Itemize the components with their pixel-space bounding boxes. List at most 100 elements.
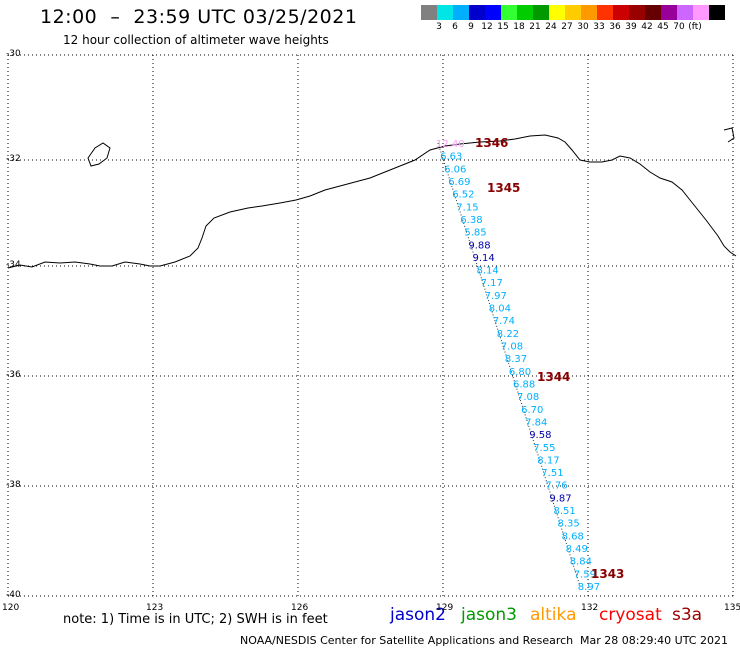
longitude-label: 129 [436,603,454,613]
scale-label: 3 [436,22,442,32]
wave-height-label: 6.52 [452,190,474,201]
scale-label: (ft) [688,22,702,32]
australia-south-coastline [7,134,737,269]
wave-height-label: 8.97 [578,582,600,593]
map-title: 12:00 – 23:59 UTC 03/25/2021 [40,6,358,28]
satellite-name: altika [530,605,577,625]
scale-swatch [437,5,453,20]
scale-label: 30 [577,22,589,32]
scale-swatch [677,5,693,20]
altimeter-track: 12.40 6.636.06 6.69 6.527.15 6.38 5.859.88 9.1… [436,136,624,593]
wave-height-label: 7.59 [574,569,596,580]
track-line [437,142,581,587]
scale-label: 12 [481,22,493,32]
wave-height-label: 6.88 [513,380,535,391]
scale-swatch [485,5,501,20]
wave-height-label: 8.37 [505,354,527,365]
satellite-name: jason3 [461,605,517,625]
time-label: 1345 [487,181,520,195]
scale-label: 33 [593,22,605,32]
wave-height-label: 9.58 [529,430,551,441]
scale-label: 42 [641,22,653,32]
wave-height-label: 8.51 [554,506,576,517]
footer-note: note: 1) Time is in UTC; 2) SWH is in fe… [63,612,328,627]
wave-height-label: 7.97 [485,291,507,302]
wave-height-label: 6.69 [448,177,470,188]
latitude-label: -36 [6,370,21,380]
scale-swatch [693,5,709,20]
scale-swatch [533,5,549,20]
scale-label: 70 [673,22,685,32]
wave-height-label: 8.22 [497,329,519,340]
credit-line: NOAA/NESDIS Center for Satellite Applica… [240,634,574,647]
east-coast-fragment [723,127,735,143]
wave-height-label: 5.85 [464,228,486,239]
scale-label: 45 [657,22,669,32]
scale-swatch [565,5,581,20]
kangaroo-island [87,142,111,167]
wave-height-label: 6.70 [521,405,543,416]
scale-label: 15 [497,22,509,32]
wave-height-label: 7.08 [517,392,539,403]
longitude-label: 120 [2,603,20,613]
scale-swatch [581,5,597,20]
scale-label: 24 [545,22,557,32]
longitude-label: 135 [724,603,740,613]
generation-timestamp: Mar 28 08:29:40 UTC 2021 [580,634,728,647]
wave-height-label: 7.84 [525,418,547,429]
time-label: 1343 [591,567,624,581]
satellite-name: s3a [672,605,703,625]
wave-height-label: 12.40 [436,139,465,150]
wave-height-label: 6.80 [509,367,531,378]
time-label: 1344 [537,370,570,384]
wave-height-label: 6.06 [444,164,466,175]
wave-height-label: 6.38 [460,215,482,226]
wave-height-label: 7.76 [545,481,567,492]
wave-height-label: 8.35 [558,519,580,530]
satellite-name: jason2 [390,605,446,625]
wave-height-label: 9.87 [549,493,571,504]
scale-label: 18 [513,22,525,32]
scale-swatch [613,5,629,20]
scale-swatch [549,5,565,20]
scale-label: 39 [625,22,637,32]
scale-swatch [597,5,613,20]
satellite-name: cryosat [599,605,662,625]
latitude-label: -32 [6,154,21,164]
wave-height-label: 7.74 [493,316,515,327]
wave-height-label: 8.68 [562,531,584,542]
wave-height-label: 9.88 [468,240,490,251]
scale-swatch [501,5,517,20]
scale-swatch [421,5,437,20]
longitude-label: 123 [146,603,164,613]
scale-label: 27 [561,22,573,32]
wave-height-label: 8.49 [566,544,588,555]
scale-swatch [629,5,645,20]
wave-height-label: 7.51 [541,468,563,479]
scale-label: 21 [529,22,541,32]
scale-label: 36 [609,22,621,32]
wave-height-label: 7.55 [533,443,555,454]
map-subtitle: 12 hour collection of altimeter wave hei… [63,33,329,47]
scale-swatch [517,5,533,20]
scale-swatch [469,5,485,20]
scale-label: 6 [452,22,458,32]
lat-lon-grid [7,54,734,597]
wave-height-label: 8.17 [537,455,559,466]
wave-height-label: 9.14 [473,253,495,264]
latitude-label: -40 [6,590,21,600]
scale-swatch [645,5,661,20]
time-label: 1346 [475,136,508,150]
scale-swatch [661,5,677,20]
scale-swatch [709,5,725,20]
wave-height-label: 8.14 [477,266,499,277]
longitude-label: 126 [291,603,309,613]
scale-swatch [453,5,469,20]
wave-height-label: 6.63 [440,152,462,163]
wave-height-label: 8.04 [489,304,511,315]
wave-height-label: 7.17 [481,278,503,289]
coastline [7,127,737,269]
latitude-label: -30 [6,49,21,59]
longitude-label: 132 [581,603,599,613]
